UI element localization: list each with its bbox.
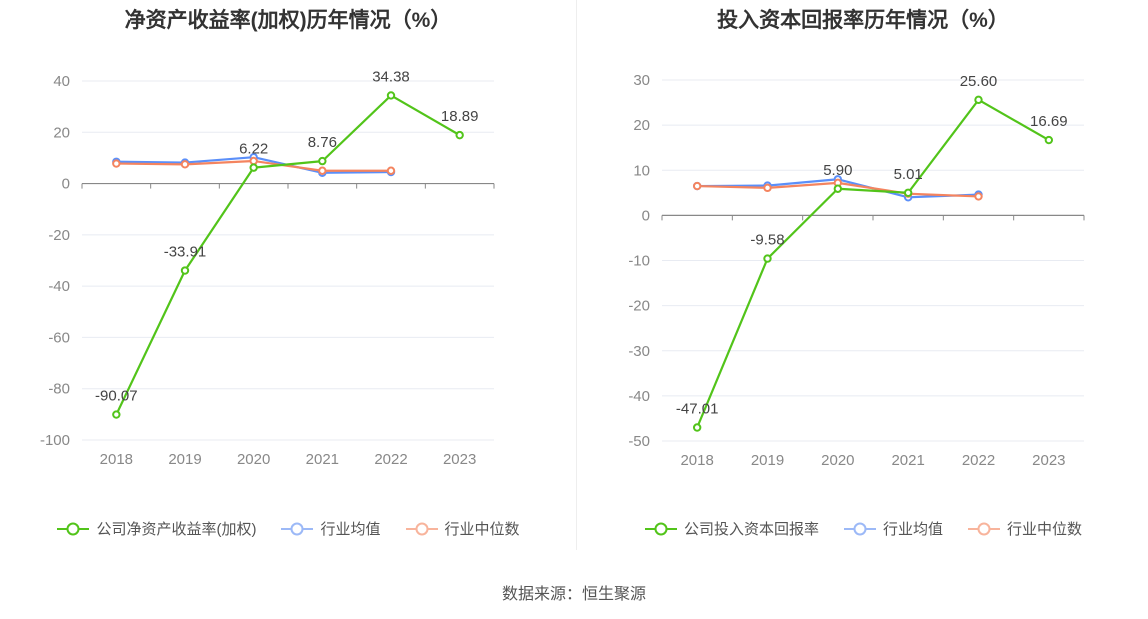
x-tick-label: 2020: [821, 452, 854, 469]
y-tick-label: -40: [628, 388, 650, 405]
legend-median-line-icon: [968, 522, 1000, 535]
data-label: 5.90: [823, 162, 852, 179]
legend-item-company-roic[interactable]: 公司投入资本回报率: [644, 518, 819, 539]
data-point-industry-median: [112, 159, 121, 168]
roe-chart-title: 净资产收益率(加权)历年情况（%）: [124, 9, 452, 32]
y-tick-label: 20: [633, 117, 650, 134]
data-label: -47.01: [676, 401, 719, 418]
roic-chart-legend: 公司投入资本回报率 行业均值 行业中位数: [578, 518, 1148, 539]
data-point-industry-median: [180, 160, 190, 169]
y-tick-label: 0: [62, 176, 70, 193]
y-tick-label: -60: [48, 329, 70, 346]
x-tick-label: 2021: [891, 452, 924, 469]
y-tick-label: -80: [48, 381, 70, 398]
data-source-note: 数据来源：恒生聚源: [501, 586, 646, 603]
data-point-company: [112, 410, 121, 419]
data-point-industry-median: [974, 192, 983, 201]
y-tick-label: 0: [642, 207, 650, 224]
data-point-company: [974, 95, 983, 105]
legend-company-line-icon: [57, 522, 90, 535]
data-point-company: [692, 423, 702, 432]
x-tick-label: 2023: [1032, 452, 1065, 469]
data-point-industry-median: [692, 181, 702, 191]
data-point-industry-median: [763, 183, 772, 193]
x-tick-label: 2019: [168, 451, 201, 468]
data-point-industry-median: [386, 166, 396, 175]
legend-item-industry-average[interactable]: 行业均值: [843, 518, 943, 539]
data-point-company: [180, 266, 190, 275]
y-tick-label: -40: [48, 278, 70, 295]
legend-label: 行业中位数: [444, 521, 520, 538]
y-tick-label: -30: [628, 343, 650, 360]
data-point-company: [763, 254, 772, 263]
legend-item-industry-average[interactable]: 行业均值: [280, 518, 381, 539]
legend-label: 公司投入资本回报率: [683, 521, 819, 538]
series-line-company: [115, 94, 461, 416]
data-label: -9.58: [750, 232, 784, 249]
x-tick-label: 2020: [237, 451, 270, 468]
legend-label: 公司净资产收益率(加权): [96, 521, 257, 538]
data-label: -90.07: [95, 388, 138, 405]
legend-label: 行业均值: [320, 521, 381, 538]
legend-company-line-icon: [644, 522, 677, 535]
y-tick-label: -100: [40, 432, 70, 449]
data-label: 5.01: [894, 166, 923, 183]
legend-median-line-icon: [405, 522, 438, 535]
data-point-company: [833, 184, 843, 193]
y-tick-label: 20: [53, 124, 70, 141]
data-label: 6.22: [239, 141, 268, 158]
x-tick-label: 2021: [306, 451, 339, 468]
roe-chart-panel: 净资产收益率(加权)历年情况（%） 40 20 0 -20 -40 -60 -80 -100 2…: [0, 0, 576, 560]
legend-item-industry-median[interactable]: 行业中位数: [967, 518, 1082, 539]
x-tick-label: 2018: [100, 451, 133, 468]
legend-label: 行业均值: [882, 521, 943, 538]
roic-chart-title: 投入资本回报率历年情况（%）: [717, 9, 1009, 32]
roic-chart-panel: 投入资本回报率历年情况（%） 30 20 10 0 -10 -20 -30 -40 -50 201…: [578, 0, 1148, 560]
x-tick-label: 2018: [680, 452, 713, 469]
x-tick-label: 2019: [751, 452, 784, 469]
data-point-industry-median: [318, 166, 327, 175]
y-tick-label: 30: [633, 72, 650, 89]
y-tick-label: -10: [628, 253, 650, 270]
data-label: 18.89: [441, 108, 479, 125]
y-tick-label: 40: [53, 73, 70, 90]
data-point-company: [455, 130, 464, 140]
data-point-company: [386, 91, 396, 100]
panel-divider: [576, 0, 577, 550]
data-label: 8.76: [308, 134, 337, 151]
data-point-company: [249, 163, 258, 172]
roe-chart-plot: 40 20 0 -20 -40 -60 -80 -100 2018 2019 2020 2021 202…: [40, 68, 495, 468]
legend-average-line-icon: [281, 522, 314, 535]
legend-average-line-icon: [843, 522, 876, 535]
data-point-company: [903, 188, 913, 197]
y-tick-label: -20: [48, 227, 70, 244]
roic-chart-plot: 30 20 10 0 -10 -20 -30 -40 -50 2018 2019 2020 2021 20…: [628, 72, 1085, 469]
y-tick-label: -20: [628, 298, 650, 315]
data-label: 16.69: [1030, 113, 1068, 130]
data-label: 34.38: [372, 68, 410, 85]
roe-chart-legend: 公司净资产收益率(加权) 行业均值 行业中位数: [0, 518, 576, 539]
legend-label: 行业中位数: [1007, 521, 1083, 538]
x-tick-label: 2023: [443, 451, 476, 468]
data-point-industry-median: [249, 156, 258, 166]
series-line-company: [696, 98, 1050, 428]
y-tick-label: -50: [628, 433, 650, 450]
data-label: -33.91: [164, 244, 207, 261]
x-tick-label: 2022: [962, 452, 995, 469]
y-tick-label: 10: [633, 162, 650, 179]
data-point-company: [318, 156, 327, 166]
data-point-company: [1044, 135, 1054, 145]
data-label: 25.60: [960, 73, 998, 90]
legend-item-company-roe[interactable]: 公司净资产收益率(加权): [56, 518, 256, 539]
x-tick-label: 2022: [374, 451, 407, 468]
legend-item-industry-median[interactable]: 行业中位数: [405, 518, 520, 539]
